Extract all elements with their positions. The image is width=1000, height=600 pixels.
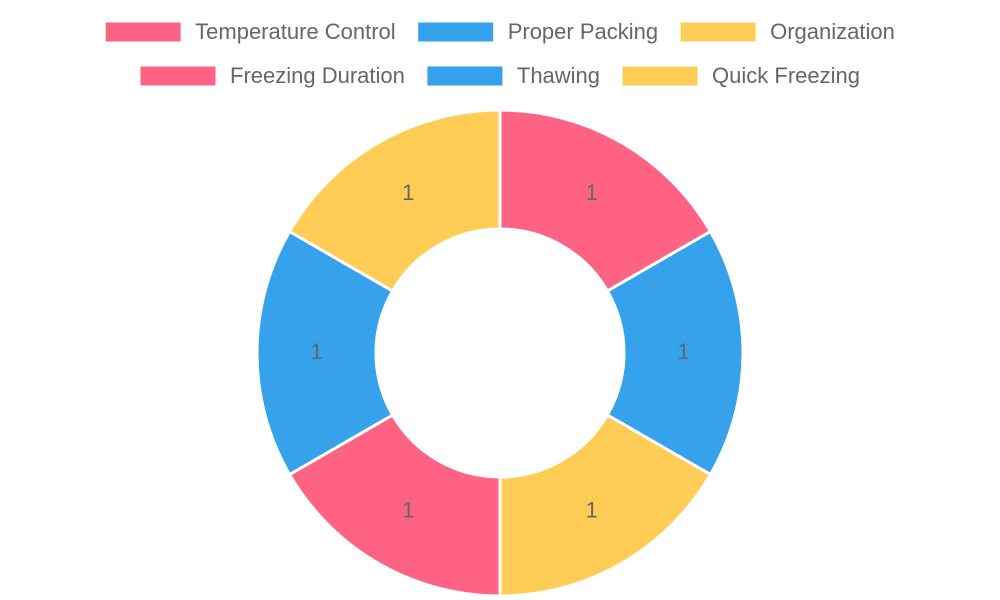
doughnut-segment (287, 412, 502, 598)
legend-swatch (426, 65, 504, 87)
legend-swatch (417, 21, 495, 43)
legend-label: Organization (770, 19, 895, 44)
legend-label: Freezing Duration (230, 63, 405, 88)
legend-swatch (139, 65, 217, 87)
value-label: 1 (402, 180, 414, 205)
doughnut-segment (287, 108, 502, 294)
legend-item: Quick Freezing (621, 63, 860, 88)
legend-swatch (104, 21, 182, 43)
legend-item: Freezing Duration (139, 63, 405, 88)
legend-label: Quick Freezing (712, 63, 860, 88)
value-label: 1 (310, 339, 322, 364)
legend-item: Organization (679, 19, 895, 44)
legend-item: Temperature Control (104, 19, 396, 44)
value-label: 1 (402, 498, 414, 523)
legend-item: Proper Packing (417, 19, 658, 44)
doughnut-segment (498, 412, 713, 598)
doughnut-segment (498, 108, 713, 294)
legend-label: Thawing (517, 63, 600, 88)
legend-label: Temperature Control (195, 19, 396, 44)
legend-label: Proper Packing (508, 19, 658, 44)
doughnut-segment (605, 229, 745, 477)
legend-swatch (621, 65, 699, 87)
legend-item: Thawing (426, 63, 600, 88)
doughnut-segment (255, 229, 395, 477)
value-label: 1 (586, 180, 598, 205)
value-label: 1 (677, 339, 689, 364)
legend-swatch (679, 21, 757, 43)
value-label: 1 (586, 498, 598, 523)
